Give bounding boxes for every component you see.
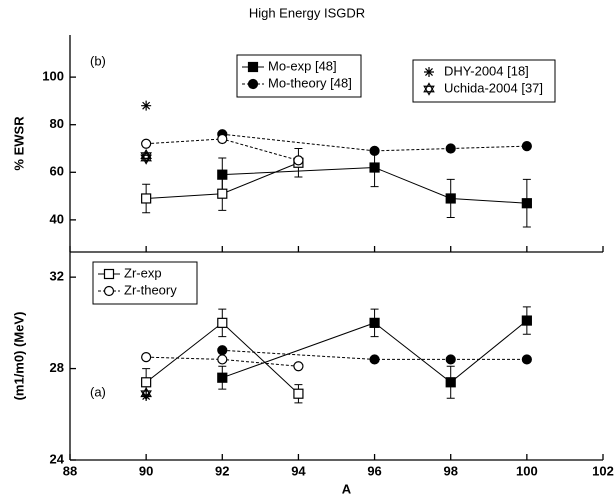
series bbox=[140, 387, 152, 401]
marker bbox=[141, 377, 152, 388]
marker bbox=[103, 285, 115, 297]
y-tick-label: 28 bbox=[50, 360, 64, 375]
legend-box bbox=[412, 59, 556, 103]
marker bbox=[521, 354, 532, 365]
marker bbox=[141, 100, 152, 111]
legend-item: Mo-exp [48] bbox=[242, 58, 337, 73]
y-tick-label: 80 bbox=[50, 116, 64, 131]
marker bbox=[369, 145, 380, 156]
marker bbox=[369, 317, 380, 328]
series bbox=[217, 147, 532, 228]
marker bbox=[293, 361, 304, 372]
marker bbox=[247, 78, 259, 90]
marker bbox=[217, 317, 228, 328]
series bbox=[217, 345, 532, 365]
x-tick-label: 94 bbox=[291, 463, 306, 478]
legend-label: Uchida-2004 [37] bbox=[444, 80, 543, 95]
marker bbox=[521, 198, 532, 209]
series bbox=[140, 148, 152, 165]
legend-label: Mo-exp [48] bbox=[268, 58, 337, 73]
marker bbox=[293, 388, 304, 399]
x-tick-label: 102 bbox=[592, 463, 614, 478]
chart-title: High Energy ISGDR bbox=[249, 5, 365, 20]
x-tick-label: 98 bbox=[443, 463, 457, 478]
y-tick-label: 40 bbox=[50, 211, 64, 226]
series bbox=[141, 133, 304, 166]
marker bbox=[521, 141, 532, 152]
legend-label: Zr-exp bbox=[124, 265, 162, 280]
series-line bbox=[222, 320, 528, 383]
y-tick-label: 100 bbox=[42, 69, 64, 84]
panel-label: (a) bbox=[90, 384, 106, 399]
legend-item: Zr-theory bbox=[98, 282, 177, 297]
series bbox=[217, 306, 532, 399]
y-tick-label: 32 bbox=[50, 269, 64, 284]
marker bbox=[141, 138, 152, 149]
marker bbox=[217, 372, 228, 383]
marker bbox=[445, 193, 456, 204]
marker bbox=[247, 61, 259, 73]
legend-item: DHY-2004 [18] bbox=[424, 63, 529, 78]
panel-label: (b) bbox=[90, 53, 106, 68]
marker bbox=[140, 148, 152, 163]
y-tick-label: 24 bbox=[50, 451, 65, 466]
x-tick-label: 92 bbox=[215, 463, 229, 478]
legend-label: DHY-2004 [18] bbox=[444, 63, 529, 78]
marker bbox=[423, 82, 435, 96]
series-line bbox=[222, 349, 527, 360]
marker bbox=[103, 268, 115, 280]
legend-label: Zr-theory bbox=[124, 282, 177, 297]
marker bbox=[369, 162, 380, 173]
marker bbox=[293, 155, 304, 166]
x-axis-label: A bbox=[342, 481, 352, 496]
series bbox=[217, 129, 532, 156]
marker bbox=[141, 352, 152, 363]
series-line bbox=[222, 133, 527, 152]
legend-item: Uchida-2004 [37] bbox=[423, 80, 543, 96]
x-tick-label: 100 bbox=[516, 463, 538, 478]
marker bbox=[521, 315, 532, 326]
marker bbox=[217, 345, 228, 356]
marker bbox=[217, 133, 228, 145]
marker bbox=[369, 354, 380, 365]
marker bbox=[141, 193, 152, 204]
marker bbox=[217, 188, 228, 199]
x-tick-label: 90 bbox=[139, 463, 153, 478]
marker bbox=[217, 354, 228, 365]
marker bbox=[140, 387, 152, 401]
marker bbox=[445, 354, 456, 365]
x-tick-label: 96 bbox=[367, 463, 381, 478]
legend-item: Zr-exp bbox=[98, 265, 162, 280]
y-tick-label: 60 bbox=[50, 164, 64, 179]
series bbox=[141, 100, 152, 111]
x-tick-label: 88 bbox=[63, 463, 77, 478]
series bbox=[141, 352, 304, 372]
marker bbox=[424, 67, 434, 77]
legend-label: Mo-theory [48] bbox=[268, 75, 352, 90]
marker bbox=[445, 377, 456, 388]
legend-item: Mo-theory [48] bbox=[242, 75, 352, 90]
marker bbox=[445, 143, 456, 154]
y-axis-label: % EWSR bbox=[11, 116, 26, 171]
y-axis-label: (m1/m0) (MeV) bbox=[11, 312, 26, 401]
